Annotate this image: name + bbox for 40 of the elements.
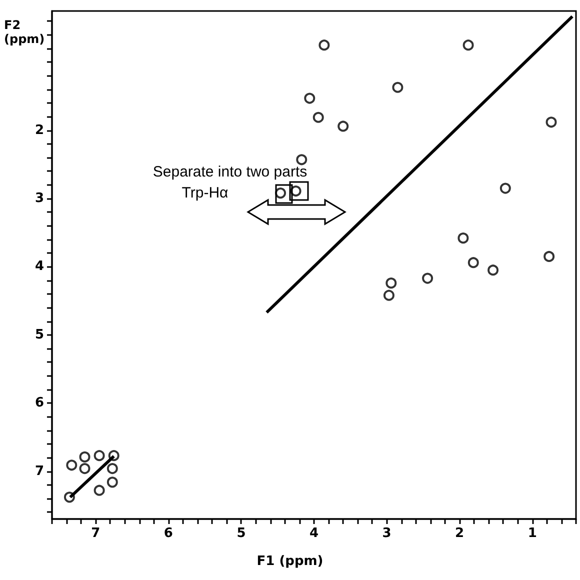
point	[386, 278, 397, 289]
point	[500, 182, 511, 194]
point	[468, 257, 479, 268]
annotation: Separate into two parts	[152, 164, 308, 180]
y-axis-title: F2 (ppm)	[4, 18, 45, 46]
point	[296, 154, 308, 166]
point	[458, 232, 469, 244]
x-tick-label: 4	[309, 526, 319, 541]
point	[383, 290, 394, 301]
y-tick-label: 7	[34, 464, 44, 479]
point	[106, 463, 118, 474]
point	[79, 463, 90, 474]
point	[544, 250, 555, 262]
x-tick-label: 7	[91, 526, 100, 541]
y-tick-label: 6	[34, 396, 44, 411]
y-tick-label: 2	[34, 122, 44, 138]
y-tick-label: 5	[34, 327, 44, 342]
x-tick-label: 3	[382, 526, 392, 541]
y-tick-label: 3	[34, 191, 44, 206]
point	[318, 40, 330, 51]
point	[79, 451, 90, 462]
x-tick-label: 6	[164, 526, 173, 541]
x-tick-label: 1	[528, 526, 537, 541]
y-tick-label: 4	[34, 259, 44, 274]
point	[546, 116, 557, 128]
point	[304, 92, 316, 104]
point	[312, 112, 324, 123]
point	[94, 484, 105, 496]
point	[392, 82, 404, 93]
x-axis-title: F1 (ppm)	[256, 554, 324, 569]
x-tick-label: 2	[455, 526, 464, 541]
point	[488, 264, 499, 276]
point	[94, 450, 105, 462]
x-tick-label: 5	[236, 526, 246, 541]
point	[462, 40, 474, 51]
point	[66, 460, 78, 471]
point	[106, 476, 118, 488]
point	[422, 272, 434, 284]
point	[338, 120, 349, 132]
annotation: Trp-Hα	[182, 184, 229, 202]
